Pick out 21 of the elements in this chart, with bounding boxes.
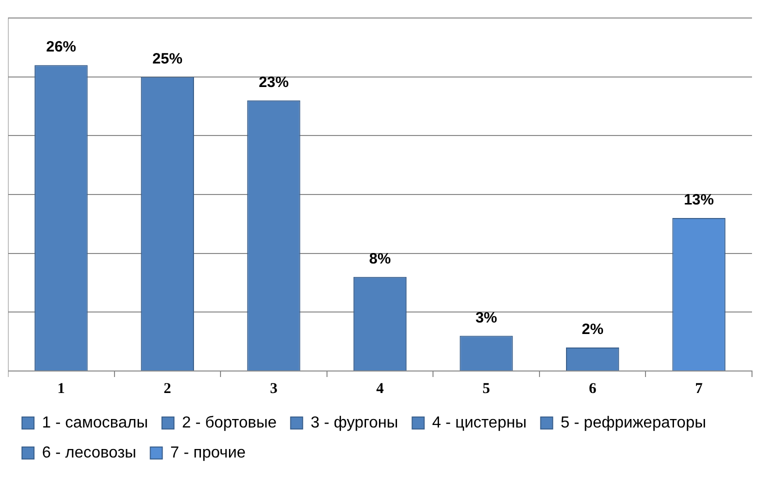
x-tick-label: 5 bbox=[482, 380, 490, 397]
legend-label: 1 - самосвалы bbox=[42, 414, 148, 432]
data-label: 26% bbox=[46, 38, 76, 56]
x-tick-label: 7 bbox=[695, 380, 704, 397]
data-label: 2% bbox=[582, 321, 604, 338]
x-tick-label: 6 bbox=[588, 380, 597, 397]
legend-label: 6 - лесовозы bbox=[42, 444, 136, 462]
legend-label: 7 - прочие bbox=[170, 444, 246, 462]
data-label: 23% bbox=[258, 74, 289, 92]
data-label: 8% bbox=[369, 250, 391, 268]
x-tick-label: 4 bbox=[376, 380, 384, 397]
data-label: 25% bbox=[152, 50, 182, 68]
x-tick-label: 3 bbox=[270, 380, 278, 397]
x-tick-label: 2 bbox=[164, 380, 172, 397]
legend-label: 3 - фургоны bbox=[310, 414, 398, 432]
x-tick-label: 1 bbox=[57, 380, 65, 397]
legend-label: 2 - бортовые bbox=[182, 414, 277, 432]
legend-label: 5 - рефрижераторы bbox=[560, 414, 706, 432]
legend-label: 4 - цистерны bbox=[432, 414, 527, 432]
data-label: 13% bbox=[684, 192, 714, 209]
data-label: 3% bbox=[475, 309, 498, 326]
